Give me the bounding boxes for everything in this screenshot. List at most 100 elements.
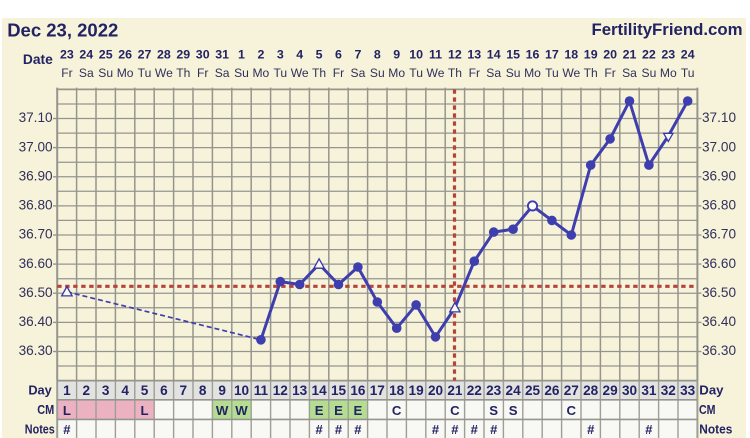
svg-text:Mo: Mo xyxy=(524,66,541,80)
svg-text:Tu: Tu xyxy=(273,66,287,80)
svg-text:2: 2 xyxy=(257,47,264,61)
svg-text:#: # xyxy=(315,422,323,437)
svg-text:We: We xyxy=(427,66,445,80)
svg-text:17: 17 xyxy=(370,383,385,398)
svg-text:36.90: 36.90 xyxy=(19,169,53,184)
svg-text:2: 2 xyxy=(83,383,91,398)
svg-text:Day: Day xyxy=(699,383,724,398)
svg-text:E: E xyxy=(334,403,343,418)
svg-text:29: 29 xyxy=(603,383,619,398)
svg-text:30: 30 xyxy=(622,383,637,398)
svg-text:23: 23 xyxy=(60,47,74,61)
svg-text:We: We xyxy=(291,66,309,80)
svg-text:12: 12 xyxy=(448,47,462,61)
svg-text:36.70: 36.70 xyxy=(702,227,736,242)
svg-text:#: # xyxy=(451,422,459,437)
svg-text:Sa: Sa xyxy=(351,66,366,80)
svg-text:1: 1 xyxy=(238,47,245,61)
svg-text:13: 13 xyxy=(292,383,308,398)
svg-text:18: 18 xyxy=(389,383,405,398)
svg-text:7: 7 xyxy=(354,47,361,61)
svg-text:33: 33 xyxy=(680,383,696,398)
svg-text:25: 25 xyxy=(99,47,113,61)
svg-text:1: 1 xyxy=(63,383,71,398)
svg-text:Th: Th xyxy=(584,66,598,80)
svg-text:Tu: Tu xyxy=(545,66,559,80)
svg-text:3: 3 xyxy=(102,383,110,398)
svg-text:13: 13 xyxy=(467,47,481,61)
svg-text:27: 27 xyxy=(138,47,152,61)
svg-text:Fr: Fr xyxy=(197,66,208,80)
svg-text:C: C xyxy=(450,403,460,418)
svg-text:9: 9 xyxy=(393,47,400,61)
svg-text:28: 28 xyxy=(157,47,171,61)
svg-text:31: 31 xyxy=(641,383,657,398)
svg-text:Su: Su xyxy=(506,66,521,80)
svg-text:36.50: 36.50 xyxy=(702,285,736,300)
svg-text:Fr: Fr xyxy=(469,66,480,80)
svg-text:C: C xyxy=(392,403,402,418)
svg-text:#: # xyxy=(63,422,71,437)
svg-text:37.00: 37.00 xyxy=(702,139,736,154)
svg-text:27: 27 xyxy=(564,383,579,398)
svg-text:26: 26 xyxy=(544,383,560,398)
svg-text:36.40: 36.40 xyxy=(702,314,736,329)
svg-text:36.90: 36.90 xyxy=(702,169,736,184)
svg-text:Tu: Tu xyxy=(681,66,695,80)
svg-text:Day: Day xyxy=(28,382,52,397)
svg-text:20: 20 xyxy=(428,383,443,398)
svg-text:36.50: 36.50 xyxy=(19,285,53,300)
svg-text:Mo: Mo xyxy=(252,66,269,80)
svg-text:6: 6 xyxy=(335,47,342,61)
svg-text:30: 30 xyxy=(196,47,210,61)
svg-text:37.10: 37.10 xyxy=(19,110,53,125)
svg-text:Mo: Mo xyxy=(388,66,405,80)
svg-text:23: 23 xyxy=(661,47,675,61)
svg-text:21: 21 xyxy=(447,383,463,398)
svg-text:22: 22 xyxy=(467,383,483,398)
svg-text:CM: CM xyxy=(37,402,54,417)
svg-text:26: 26 xyxy=(118,47,132,61)
svg-text:36.30: 36.30 xyxy=(702,343,736,358)
svg-text:14: 14 xyxy=(487,47,501,61)
svg-text:31: 31 xyxy=(215,47,229,61)
svg-text:CM: CM xyxy=(699,402,716,417)
svg-text:15: 15 xyxy=(331,383,347,398)
svg-text:23: 23 xyxy=(486,383,502,398)
svg-text:Mo: Mo xyxy=(117,66,134,80)
svg-text:Sa: Sa xyxy=(215,66,230,80)
svg-text:37.10: 37.10 xyxy=(702,110,736,125)
svg-text:4: 4 xyxy=(121,383,129,398)
svg-text:10: 10 xyxy=(409,47,423,61)
svg-text:W: W xyxy=(235,403,248,418)
svg-text:Su: Su xyxy=(234,66,249,80)
svg-text:16: 16 xyxy=(350,383,366,398)
svg-text:S: S xyxy=(489,403,498,418)
svg-text:8: 8 xyxy=(374,47,381,61)
svg-text:Su: Su xyxy=(98,66,113,80)
svg-text:Dec 23, 2022: Dec 23, 2022 xyxy=(7,20,118,41)
svg-text:#: # xyxy=(432,422,440,437)
svg-text:#: # xyxy=(354,422,362,437)
svg-text:7: 7 xyxy=(180,383,188,398)
svg-text:We: We xyxy=(155,66,173,80)
svg-text:Th: Th xyxy=(176,66,190,80)
svg-text:11: 11 xyxy=(429,47,442,61)
svg-text:#: # xyxy=(471,422,479,437)
svg-text:E: E xyxy=(354,403,363,418)
svg-text:12: 12 xyxy=(273,383,289,398)
svg-text:Th: Th xyxy=(312,66,326,80)
svg-text:Th: Th xyxy=(448,66,462,80)
svg-text:18: 18 xyxy=(564,47,578,61)
svg-text:5: 5 xyxy=(316,47,323,61)
svg-text:24: 24 xyxy=(681,47,695,61)
svg-text:Su: Su xyxy=(370,66,385,80)
svg-text:20: 20 xyxy=(603,47,617,61)
svg-text:9: 9 xyxy=(218,383,226,398)
svg-text:Fr: Fr xyxy=(61,66,72,80)
svg-text:Sa: Sa xyxy=(486,66,501,80)
svg-text:C: C xyxy=(567,403,577,418)
svg-text:10: 10 xyxy=(234,383,249,398)
svg-text:8: 8 xyxy=(199,383,207,398)
svg-text:3: 3 xyxy=(277,47,284,61)
